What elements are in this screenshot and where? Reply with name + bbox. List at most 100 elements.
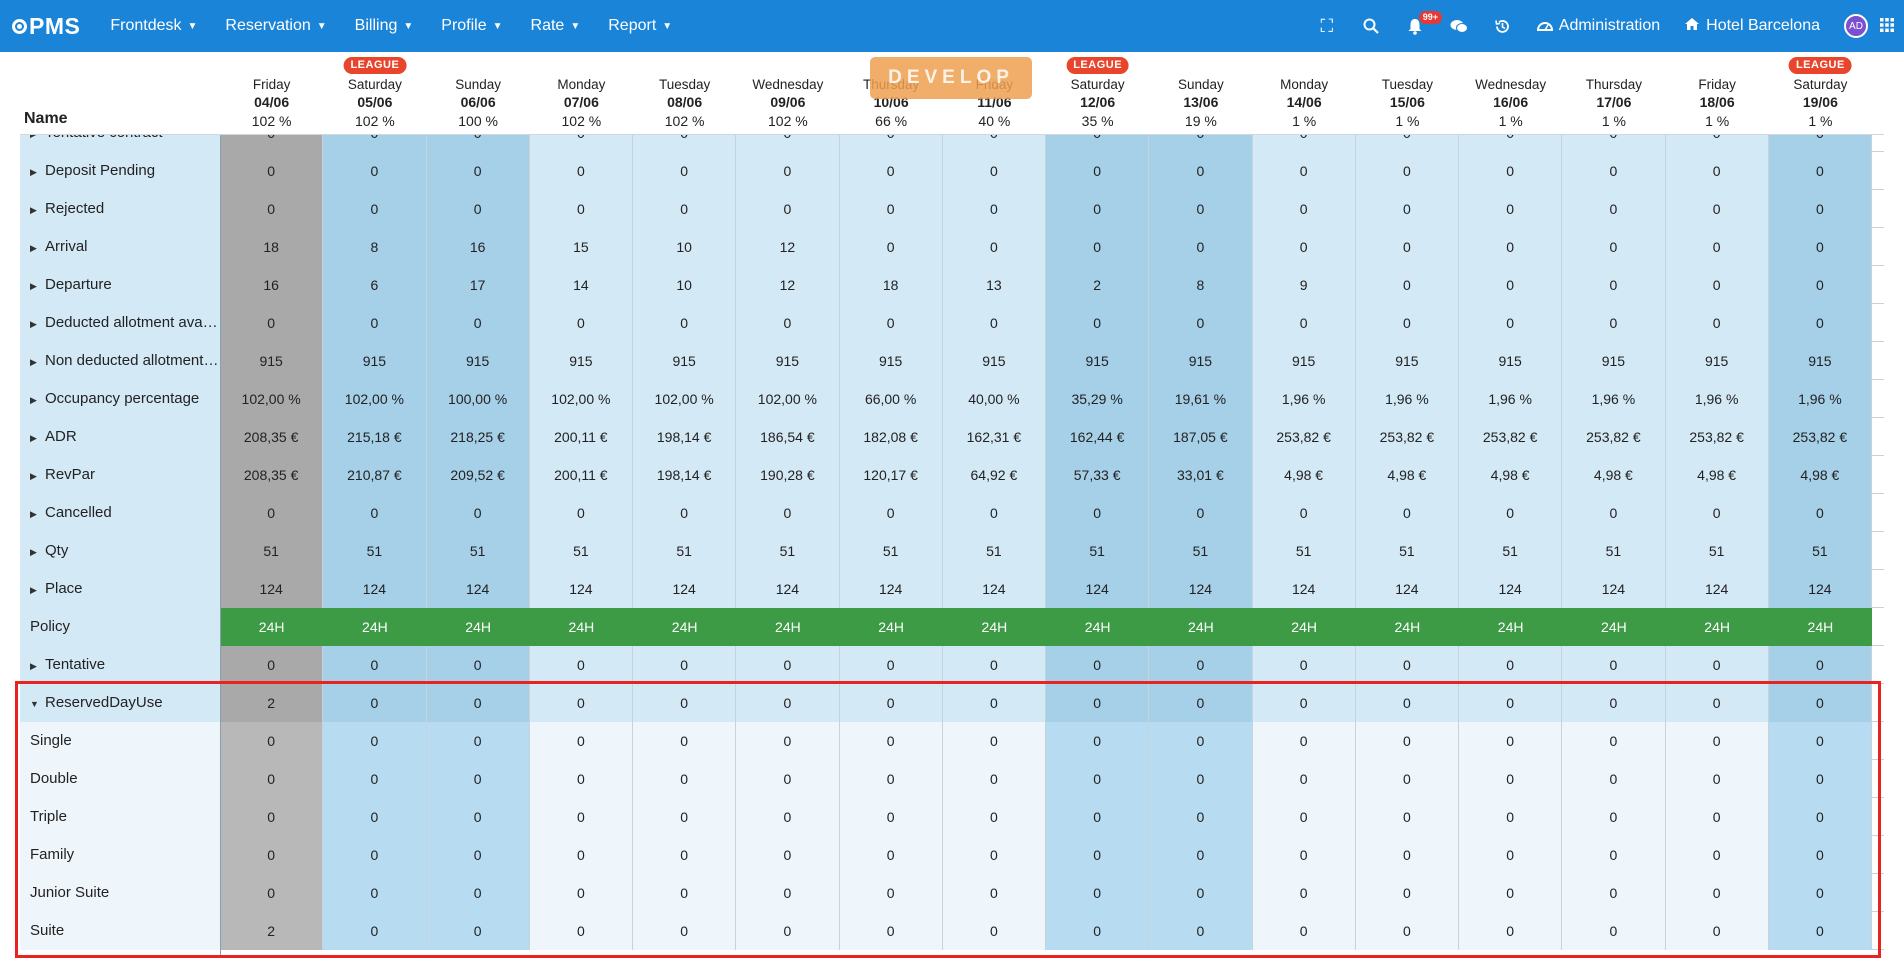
menu-frontdesk[interactable]: Frontdesk ▼ <box>96 0 211 52</box>
grid-cell[interactable]: 0 <box>323 190 427 228</box>
grid-cell[interactable]: 0 <box>1665 646 1769 684</box>
grid-cell[interactable]: 0 <box>1768 798 1872 836</box>
menu-rate[interactable]: Rate ▼ <box>517 0 595 52</box>
app-logo[interactable]: PMS <box>12 13 80 40</box>
day-column-header[interactable]: Thursday 17/06 1 % <box>1562 52 1665 134</box>
grid-cell[interactable]: 0 <box>736 684 840 722</box>
day-column-header[interactable]: Tuesday 15/06 1 % <box>1356 52 1459 134</box>
grid-cell[interactable]: 0 <box>1562 722 1666 760</box>
grid-cell[interactable]: 0 <box>1149 912 1253 950</box>
grid-cell[interactable]: 124 <box>1459 570 1563 608</box>
grid-cell[interactable]: 0 <box>1252 190 1356 228</box>
grid-cell[interactable]: 0 <box>1252 152 1356 190</box>
grid-cell[interactable]: 51 <box>1562 532 1666 570</box>
day-column-header[interactable]: Wednesday 09/06 102 % <box>736 52 839 134</box>
grid-cell[interactable]: 0 <box>1355 135 1459 152</box>
grid-cell[interactable]: 0 <box>529 912 633 950</box>
grid-cell[interactable]: 0 <box>1149 874 1253 912</box>
menu-billing[interactable]: Billing ▼ <box>341 0 428 52</box>
grid-cell[interactable]: 64,92 € <box>942 456 1046 494</box>
grid-cell[interactable]: 0 <box>1355 836 1459 874</box>
grid-cell[interactable]: 0 <box>1459 304 1563 342</box>
grid-cell[interactable]: 0 <box>1665 798 1769 836</box>
grid-cell[interactable]: 4,98 € <box>1252 456 1356 494</box>
caret-right-icon[interactable]: ▶ <box>30 357 37 367</box>
grid-cell[interactable]: 0 <box>220 135 324 152</box>
grid-cell[interactable]: 0 <box>323 646 427 684</box>
grid-cell[interactable]: 0 <box>1562 912 1666 950</box>
grid-cell[interactable]: 24H <box>220 608 324 646</box>
caret-right-icon[interactable]: ▶ <box>30 319 37 329</box>
grid-cell[interactable]: 0 <box>220 646 324 684</box>
caret-right-icon[interactable]: ▶ <box>30 585 37 595</box>
grid-cell[interactable]: 915 <box>426 342 530 380</box>
grid-cell[interactable]: 2 <box>220 912 324 950</box>
caret-right-icon[interactable]: ▶ <box>30 661 37 671</box>
grid-cell[interactable]: 0 <box>942 684 1046 722</box>
grid-cell[interactable]: 12 <box>736 228 840 266</box>
grid-cell[interactable]: 0 <box>323 874 427 912</box>
grid-cell[interactable]: 51 <box>1252 532 1356 570</box>
caret-right-icon[interactable]: ▶ <box>30 281 37 291</box>
grid-cell[interactable]: 0 <box>1046 646 1150 684</box>
grid-cell[interactable]: 253,82 € <box>1562 418 1666 456</box>
grid-cell[interactable]: 0 <box>633 760 737 798</box>
grid-cell[interactable]: 0 <box>1459 152 1563 190</box>
grid-cell[interactable]: 0 <box>426 722 530 760</box>
grid-cell[interactable]: 0 <box>323 798 427 836</box>
grid-cell[interactable]: 0 <box>839 684 943 722</box>
user-avatar[interactable]: AD <box>1844 14 1868 38</box>
grid-cell[interactable]: 24H <box>323 608 427 646</box>
grid-cell[interactable]: 0 <box>1149 836 1253 874</box>
grid-cell[interactable]: 200,11 € <box>529 456 633 494</box>
caret-right-icon[interactable]: ▶ <box>30 433 37 443</box>
grid-cell[interactable]: 208,35 € <box>220 418 324 456</box>
grid-cell[interactable]: 0 <box>1046 684 1150 722</box>
search-icon[interactable] <box>1357 0 1385 52</box>
grid-cell[interactable]: 0 <box>426 874 530 912</box>
grid-cell[interactable]: 0 <box>1459 798 1563 836</box>
grid-cell[interactable]: 51 <box>1665 532 1769 570</box>
grid-cell[interactable]: 0 <box>1562 874 1666 912</box>
grid-cell[interactable]: 0 <box>1149 228 1253 266</box>
history-icon[interactable] <box>1489 0 1517 52</box>
grid-cell[interactable]: 210,87 € <box>323 456 427 494</box>
grid-cell[interactable]: 915 <box>220 342 324 380</box>
grid-cell[interactable]: 0 <box>1046 760 1150 798</box>
grid-cell[interactable]: 0 <box>1149 135 1253 152</box>
grid-cell[interactable]: 0 <box>942 135 1046 152</box>
grid-cell[interactable]: 2 <box>1046 266 1150 304</box>
grid-cell[interactable]: 16 <box>220 266 324 304</box>
day-column-header[interactable]: LEAGUE Saturday 19/06 1 % <box>1769 52 1872 134</box>
grid-cell[interactable]: 124 <box>529 570 633 608</box>
grid-cell[interactable]: 0 <box>426 684 530 722</box>
day-column-header[interactable]: Sunday 06/06 100 % <box>427 52 530 134</box>
grid-cell[interactable]: 24H <box>1252 608 1356 646</box>
grid-cell[interactable]: 0 <box>1665 874 1769 912</box>
grid-cell[interactable]: 0 <box>323 494 427 532</box>
grid-cell[interactable]: 1,96 % <box>1665 380 1769 418</box>
grid-cell[interactable]: 0 <box>1562 266 1666 304</box>
grid-cell[interactable]: 915 <box>1665 342 1769 380</box>
grid-cell[interactable]: 162,44 € <box>1046 418 1150 456</box>
grid-cell[interactable]: 51 <box>426 532 530 570</box>
grid-cell[interactable]: 124 <box>1562 570 1666 608</box>
grid-cell[interactable]: 8 <box>323 228 427 266</box>
grid-cell[interactable]: 0 <box>1149 304 1253 342</box>
grid-cell[interactable]: 0 <box>839 135 943 152</box>
grid-cell[interactable]: 124 <box>426 570 530 608</box>
grid-cell[interactable]: 0 <box>426 912 530 950</box>
grid-cell[interactable]: 51 <box>1459 532 1563 570</box>
grid-cell[interactable]: 209,52 € <box>426 456 530 494</box>
grid-cell[interactable]: 0 <box>323 684 427 722</box>
grid-cell[interactable]: 51 <box>1355 532 1459 570</box>
grid-cell[interactable]: 0 <box>1665 912 1769 950</box>
grid-cell[interactable]: 0 <box>220 190 324 228</box>
grid-cell[interactable]: 0 <box>1252 646 1356 684</box>
grid-cell[interactable]: 0 <box>1459 874 1563 912</box>
grid-cell[interactable]: 0 <box>942 798 1046 836</box>
grid-cell[interactable]: 24H <box>942 608 1046 646</box>
grid-cell[interactable]: 0 <box>1252 228 1356 266</box>
grid-cell[interactable]: 0 <box>529 304 633 342</box>
grid-cell[interactable]: 0 <box>1562 760 1666 798</box>
